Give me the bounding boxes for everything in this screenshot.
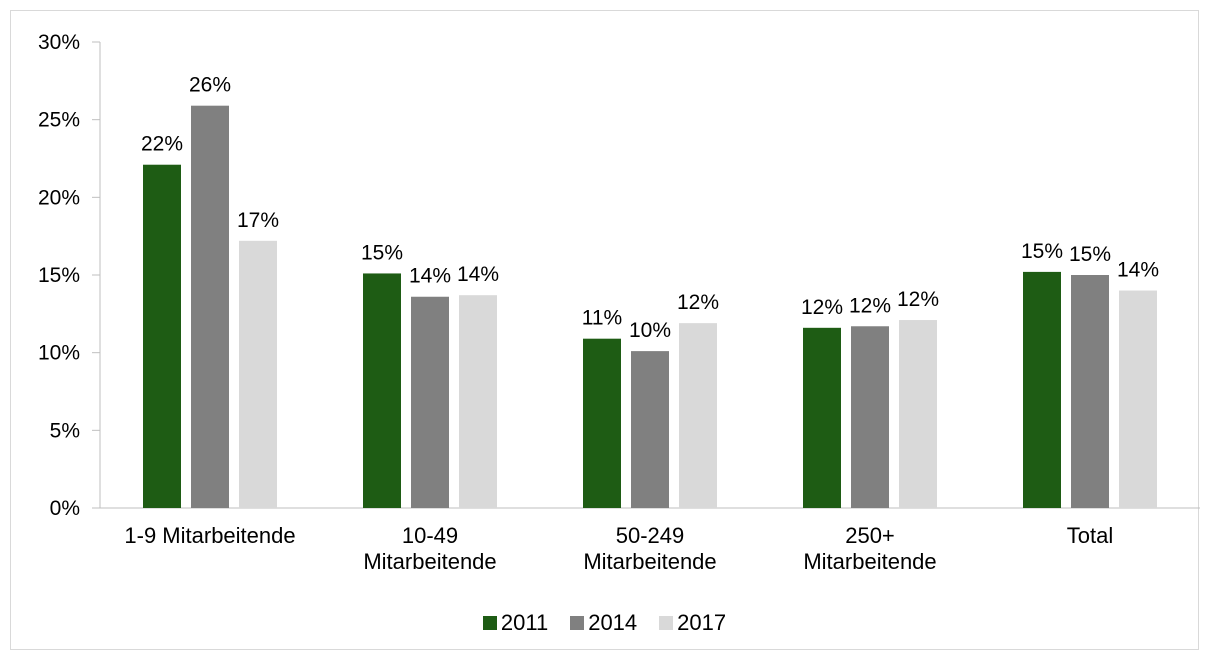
bar (899, 320, 937, 508)
bar (583, 338, 621, 508)
y-tick-label: 30% (38, 31, 80, 54)
bar (239, 240, 277, 508)
bar (803, 327, 841, 508)
data-label: 14% (1117, 259, 1159, 282)
legend: 2011 2014 2017 (0, 610, 1209, 636)
legend-label: 2011 (500, 610, 549, 635)
y-tick-label: 10% (38, 342, 80, 365)
y-tick-label: 0% (50, 497, 80, 520)
bar (631, 351, 669, 508)
bar (679, 323, 717, 508)
bar (411, 296, 449, 508)
bar (363, 273, 401, 508)
x-tick-label: 10-49 Mitarbeitende (363, 523, 497, 574)
legend-swatch (659, 616, 674, 630)
y-tick-label: 25% (38, 109, 80, 132)
data-label: 17% (237, 209, 279, 232)
bar (191, 105, 229, 508)
x-tick-label: 1-9 Mitarbeitende (124, 523, 296, 548)
y-tick-label: 20% (38, 186, 80, 209)
y-tick-label: 5% (50, 419, 80, 442)
legend-item: 2011 (482, 610, 549, 636)
data-label: 15% (1069, 243, 1111, 266)
legend-item: 2014 (570, 610, 637, 636)
data-label: 12% (849, 294, 891, 317)
data-label: 11% (582, 307, 622, 330)
legend-item: 2017 (659, 610, 726, 636)
legend-label: 2017 (677, 610, 727, 635)
x-tick-label: Total (1066, 523, 1114, 548)
data-label: 10% (629, 319, 671, 342)
data-label: 22% (141, 133, 183, 156)
x-tick-label: 250+ Mitarbeitende (803, 523, 937, 574)
data-label: 14% (457, 263, 499, 286)
data-label: 14% (409, 265, 451, 288)
data-label: 12% (677, 291, 719, 314)
bar (851, 326, 889, 508)
y-tick-label: 15% (38, 264, 80, 287)
legend-label: 2014 (588, 610, 638, 635)
bar (143, 164, 181, 509)
data-label: 15% (361, 241, 403, 264)
bar (1071, 275, 1109, 508)
data-label: 15% (1021, 240, 1063, 263)
legend-swatch (570, 616, 585, 630)
bar (1023, 271, 1061, 508)
data-label: 12% (897, 288, 939, 311)
data-label: 26% (189, 74, 231, 97)
bar (1119, 290, 1157, 508)
bar (459, 295, 497, 508)
chart-frame (10, 10, 1199, 650)
data-label: 12% (801, 296, 843, 319)
legend-swatch (482, 616, 497, 630)
x-tick-label: 50-249 Mitarbeitende (583, 523, 717, 574)
